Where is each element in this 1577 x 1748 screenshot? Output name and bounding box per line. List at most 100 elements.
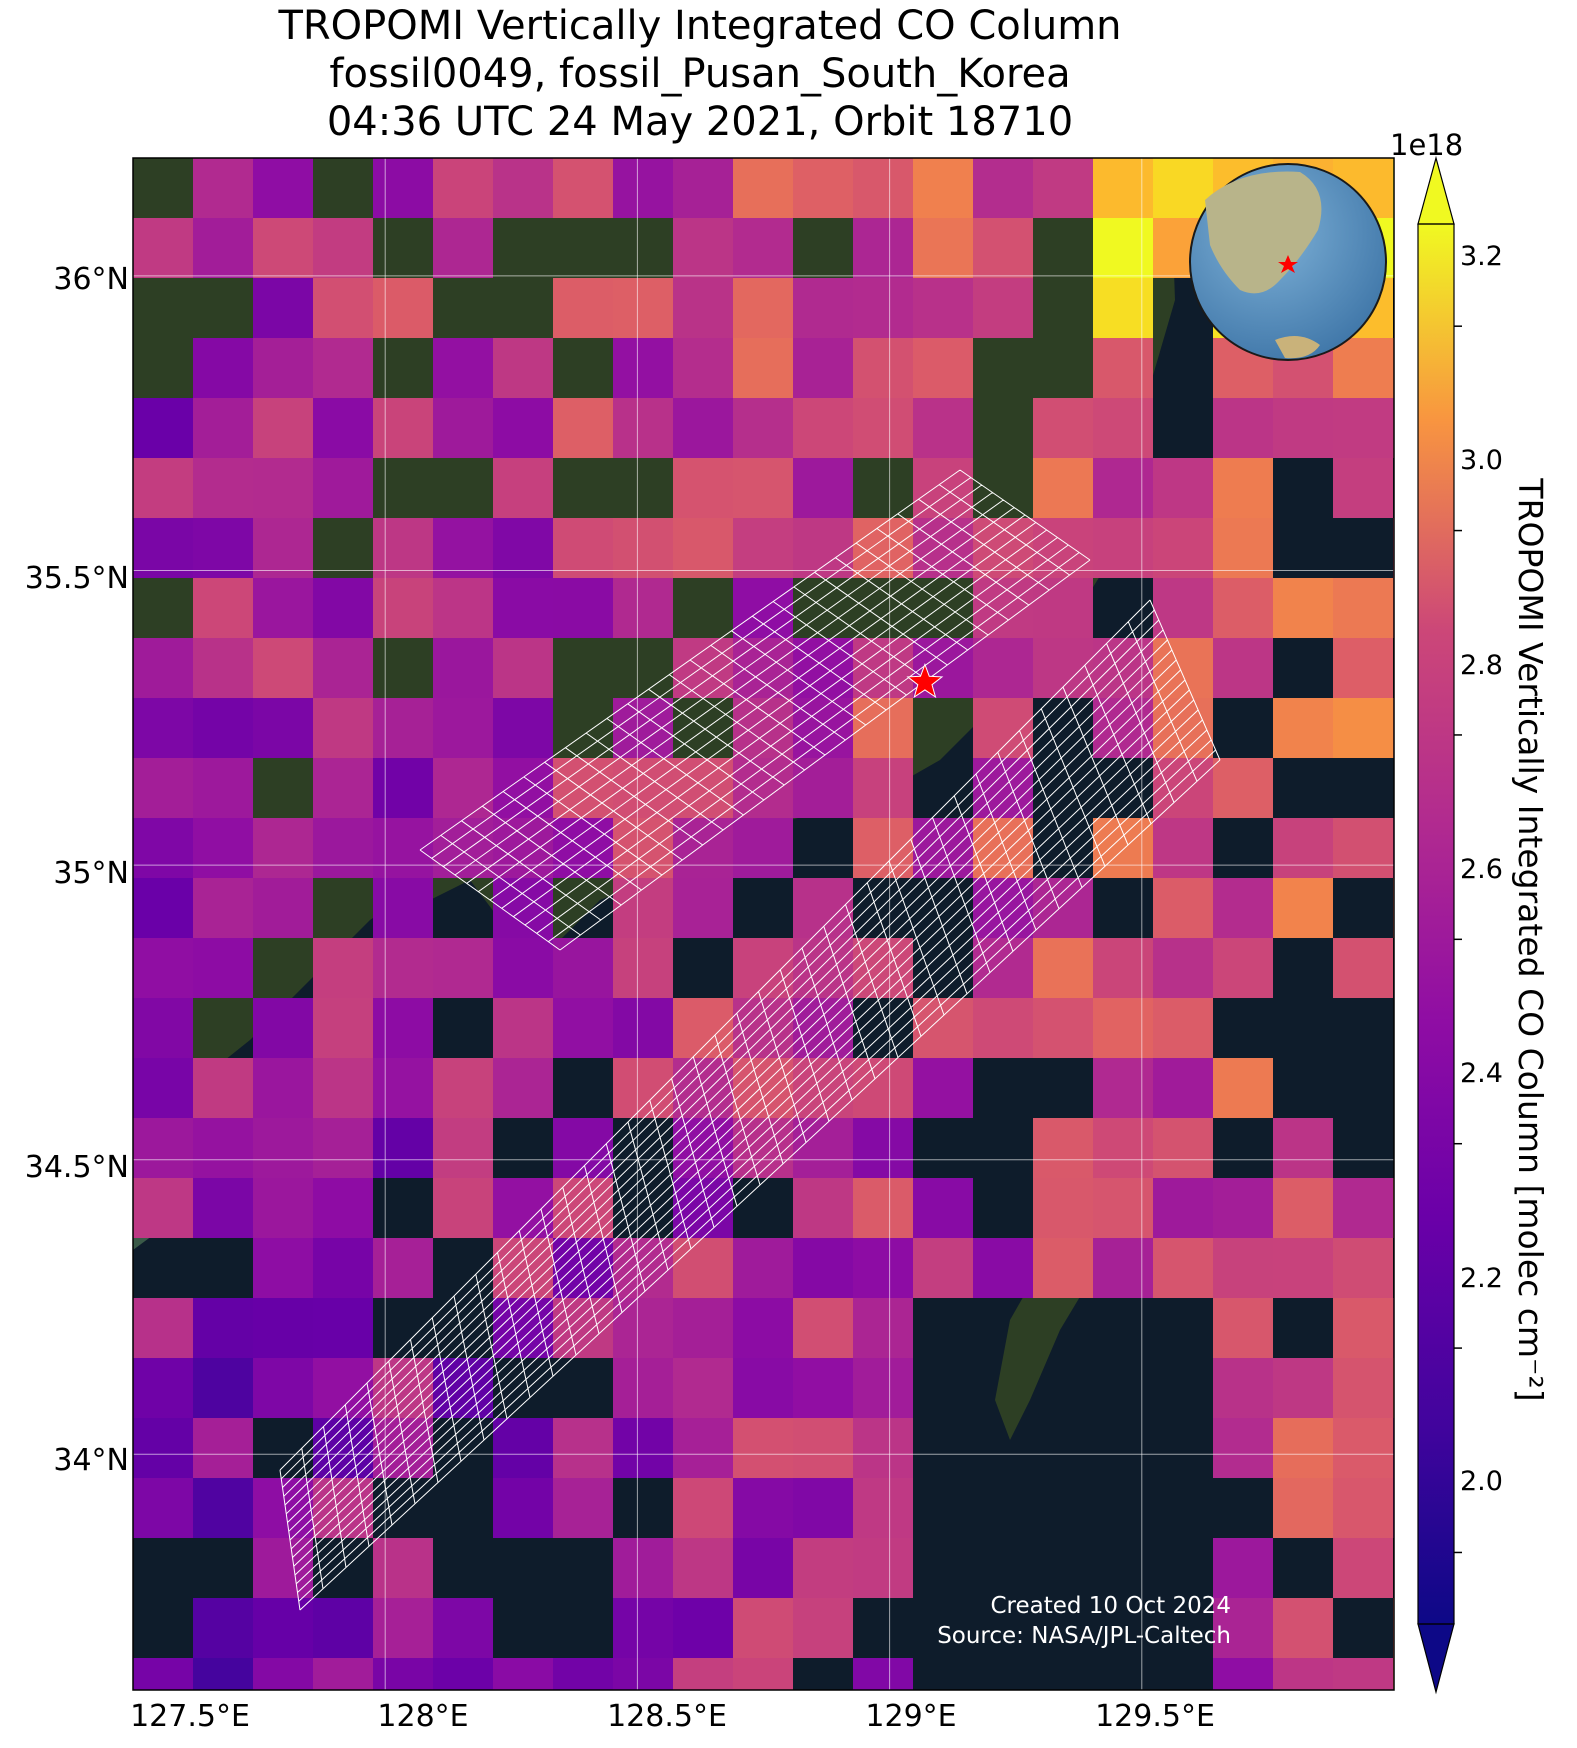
- footprint-mesh: [279, 599, 1221, 1611]
- lat-tick-label: 36°N: [53, 262, 129, 297]
- co-cell: [793, 1118, 853, 1178]
- co-cell: [853, 1118, 913, 1178]
- co-cell: [1093, 1118, 1153, 1178]
- co-cell: [313, 1178, 373, 1238]
- co-cell: [133, 1478, 193, 1538]
- co-cell: [433, 338, 493, 398]
- co-cell: [853, 1058, 913, 1118]
- co-cell: [853, 338, 913, 398]
- co-cell: [493, 998, 553, 1058]
- co-cell: [1273, 1118, 1333, 1178]
- co-cell: [433, 398, 493, 458]
- co-cell: [493, 1058, 553, 1118]
- gridlines: [133, 158, 1394, 1690]
- co-cell: [673, 398, 733, 458]
- co-cell: [193, 1058, 253, 1118]
- co-cell: [553, 278, 613, 338]
- co-cell: [133, 938, 193, 998]
- co-cell: [793, 278, 853, 338]
- co-cell: [1333, 938, 1393, 998]
- co-cell: [673, 1418, 733, 1478]
- footprint-mesh: [419, 469, 1091, 951]
- colorbar-label: TROPOMI Vertically Integrated CO Column …: [1511, 478, 1550, 1402]
- co-cell: [613, 518, 673, 578]
- co-cell: [493, 338, 553, 398]
- co-cell: [253, 158, 313, 218]
- co-cell: [373, 1058, 433, 1118]
- co-cell: [553, 1478, 613, 1538]
- co-cell: [793, 1358, 853, 1418]
- co-cell: [1333, 398, 1393, 458]
- co-cell: [1153, 1238, 1213, 1298]
- co-cell: [433, 1058, 493, 1118]
- co-cell: [1333, 1358, 1393, 1418]
- co-cell: [853, 218, 913, 278]
- co-cell: [193, 398, 253, 458]
- co-cell: [253, 458, 313, 518]
- co-cell: [553, 578, 613, 638]
- co-cell: [1273, 1178, 1333, 1238]
- co-cell: [433, 218, 493, 278]
- co-cell: [313, 338, 373, 398]
- co-cell: [913, 398, 973, 458]
- co-cell: [613, 338, 673, 398]
- co-cell: [313, 698, 373, 758]
- co-cell: [793, 938, 853, 998]
- co-cell: [1153, 938, 1213, 998]
- co-cell: [793, 338, 853, 398]
- co-cell: [133, 1058, 193, 1118]
- co-cell: [733, 938, 793, 998]
- co-cell: [733, 698, 793, 758]
- co-cell: [313, 938, 373, 998]
- co-cell: [973, 1238, 1033, 1298]
- co-cell: [673, 1238, 733, 1298]
- co-cell: [853, 398, 913, 458]
- co-cell: [193, 698, 253, 758]
- co-cell: [673, 758, 733, 818]
- co-cell: [613, 1598, 673, 1658]
- co-cell: [613, 578, 673, 638]
- lon-tick-label: 128.5°E: [607, 1699, 727, 1734]
- co-cell: [313, 1238, 373, 1298]
- co-cell: [733, 518, 793, 578]
- co-cell: [553, 398, 613, 458]
- co-cell: [733, 458, 793, 518]
- co-cell: [673, 1298, 733, 1358]
- co-cell: [1273, 878, 1333, 938]
- co-cell: [493, 458, 553, 518]
- co-cell: [313, 278, 373, 338]
- co-cell: [1213, 758, 1273, 818]
- co-cell: [373, 1238, 433, 1298]
- co-cell: [673, 218, 733, 278]
- co-cell: [973, 698, 1033, 758]
- co-cell: [853, 938, 913, 998]
- co-cell: [493, 398, 553, 458]
- co-cell: [673, 1118, 733, 1178]
- co-cell: [253, 638, 313, 698]
- co-cell: [913, 1238, 973, 1298]
- co-cell: [493, 1178, 553, 1238]
- co-cell: [1033, 158, 1093, 218]
- co-cell: [1093, 278, 1153, 338]
- co-cell: [313, 1058, 373, 1118]
- co-cell: [1273, 398, 1333, 458]
- co-cell: [913, 338, 973, 398]
- lon-tick-label: 129°E: [865, 1699, 957, 1734]
- co-cell: [613, 278, 673, 338]
- co-cell: [1033, 878, 1093, 938]
- co-cell: [313, 1118, 373, 1178]
- colorbar-tick-label: 3.2: [1460, 241, 1503, 272]
- co-cell: [733, 1538, 793, 1598]
- co-cell: [973, 218, 1033, 278]
- co-cell: [193, 818, 253, 878]
- co-cell: [1153, 518, 1213, 578]
- co-cell: [373, 1598, 433, 1658]
- co-cell: [1213, 1298, 1273, 1358]
- co-cell: [253, 998, 313, 1058]
- co-cell: [973, 998, 1033, 1058]
- co-cell: [1033, 1238, 1093, 1298]
- co-cell: [1213, 1358, 1273, 1418]
- colorbar-exponent: 1e18: [1390, 128, 1464, 162]
- co-cell: [853, 1478, 913, 1538]
- co-cell: [133, 1658, 193, 1690]
